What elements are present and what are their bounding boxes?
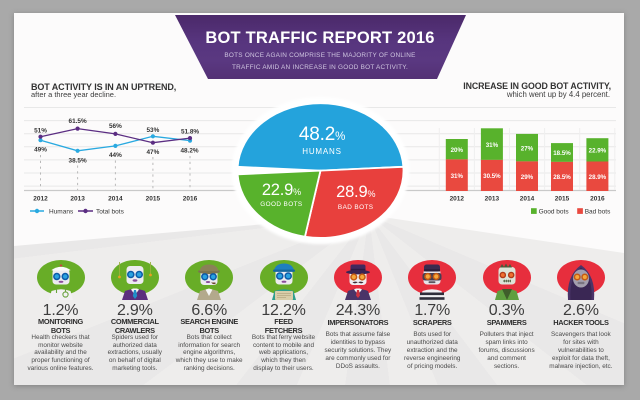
svg-text:48.2%: 48.2% bbox=[180, 147, 198, 154]
svg-text:2012: 2012 bbox=[450, 196, 465, 203]
svg-text:2016: 2016 bbox=[183, 196, 198, 203]
svg-text:47%: 47% bbox=[147, 149, 160, 156]
svg-text:2015: 2015 bbox=[146, 196, 161, 203]
svg-text:31%: 31% bbox=[451, 173, 464, 180]
svg-text:61.5%: 61.5% bbox=[69, 118, 87, 125]
svg-text:2015: 2015 bbox=[555, 196, 570, 203]
svg-text:28.9%: 28.9% bbox=[589, 174, 607, 181]
svg-text:51%: 51% bbox=[34, 128, 47, 135]
svg-text:31%: 31% bbox=[486, 142, 499, 149]
svg-text:2013: 2013 bbox=[70, 196, 85, 203]
svg-text:2014: 2014 bbox=[108, 196, 123, 203]
svg-text:2013: 2013 bbox=[485, 196, 500, 203]
svg-text:18.5%: 18.5% bbox=[553, 150, 571, 157]
svg-text:30.5%: 30.5% bbox=[483, 173, 501, 180]
svg-text:29%: 29% bbox=[521, 174, 534, 181]
svg-text:Bad bots: Bad bots bbox=[585, 208, 611, 215]
svg-text:Humans: Humans bbox=[49, 208, 74, 215]
svg-text:49%: 49% bbox=[34, 147, 47, 154]
svg-text:2016: 2016 bbox=[590, 196, 605, 203]
svg-text:2012: 2012 bbox=[33, 196, 48, 203]
svg-text:44%: 44% bbox=[109, 152, 122, 159]
svg-text:22.9%: 22.9% bbox=[589, 148, 607, 155]
svg-text:56%: 56% bbox=[109, 123, 122, 130]
svg-text:51.8%: 51.8% bbox=[181, 128, 199, 135]
svg-text:Good bots: Good bots bbox=[539, 208, 570, 215]
svg-text:2014: 2014 bbox=[520, 196, 535, 203]
svg-text:Total bots: Total bots bbox=[96, 208, 125, 215]
svg-text:53%: 53% bbox=[147, 127, 160, 134]
svg-text:38.5%: 38.5% bbox=[69, 157, 87, 164]
svg-text:28.5%: 28.5% bbox=[553, 174, 571, 181]
svg-text:20%: 20% bbox=[451, 147, 464, 154]
svg-text:27%: 27% bbox=[521, 145, 534, 152]
